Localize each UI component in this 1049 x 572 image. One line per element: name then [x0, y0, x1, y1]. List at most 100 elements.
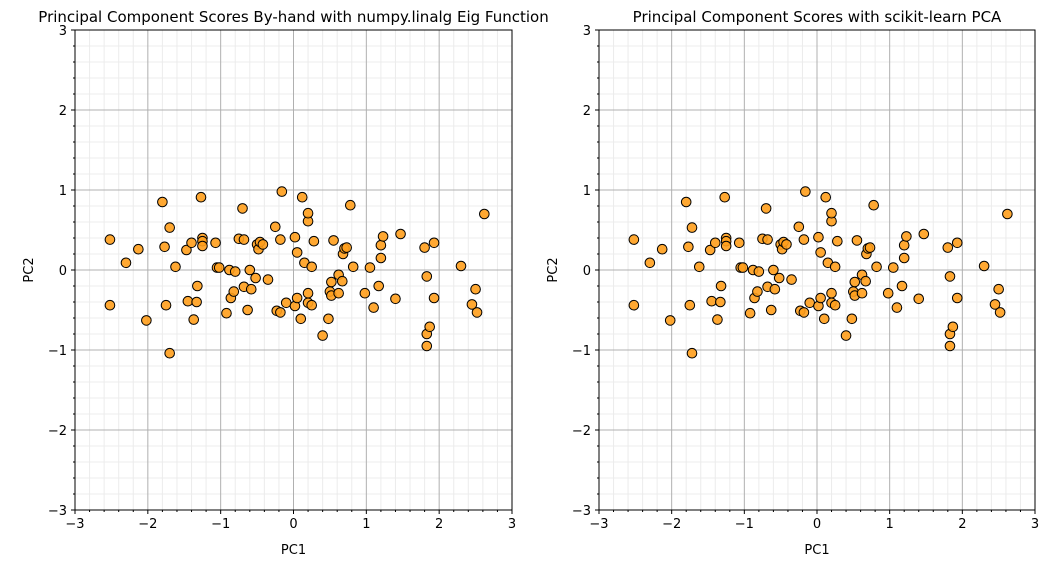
- data-point: [160, 299, 172, 311]
- data-point: [229, 266, 241, 277]
- data-point: [221, 307, 232, 319]
- data-point: [195, 191, 207, 203]
- data-point: [706, 295, 717, 307]
- data-point: [800, 186, 811, 197]
- y-tick-label: −2: [572, 424, 591, 439]
- data-point: [680, 196, 692, 208]
- y-tick-label: −3: [48, 504, 67, 519]
- data-point: [228, 286, 240, 297]
- x-tick-label: 1: [362, 517, 370, 532]
- data-point: [466, 299, 478, 310]
- data-point: [306, 261, 318, 273]
- data-point: [944, 340, 956, 352]
- x-tick-label: −3: [65, 517, 84, 532]
- data-point: [336, 275, 348, 287]
- data-point: [245, 283, 257, 295]
- data-point: [359, 287, 371, 299]
- data-point: [898, 252, 910, 264]
- data-point: [238, 234, 250, 245]
- data-point: [768, 264, 779, 276]
- data-point: [421, 340, 433, 352]
- data-point: [781, 239, 792, 250]
- data-point: [262, 274, 274, 285]
- data-point: [188, 314, 200, 325]
- data-point: [719, 191, 731, 203]
- data-point: [832, 235, 843, 247]
- data-point: [250, 272, 261, 284]
- data-point: [826, 207, 837, 219]
- y-tick-label: 2: [583, 104, 591, 119]
- data-point: [421, 271, 433, 282]
- data-point: [341, 242, 352, 253]
- data-point: [733, 237, 745, 249]
- data-point: [291, 247, 303, 258]
- data-point: [242, 304, 253, 316]
- x-tick-label: −2: [662, 517, 681, 532]
- x-tick-label: 0: [289, 517, 297, 532]
- data-point: [186, 237, 197, 249]
- data-point: [993, 283, 1004, 295]
- x-tick-label: 1: [886, 517, 894, 532]
- data-point: [686, 222, 698, 233]
- data-point: [693, 261, 705, 273]
- y-tick-label: 0: [583, 264, 591, 279]
- data-point: [765, 304, 777, 316]
- data-point: [368, 302, 379, 313]
- data-point: [644, 257, 656, 269]
- data-point: [275, 307, 286, 318]
- data-point: [333, 287, 344, 299]
- data-point: [428, 292, 440, 304]
- data-point: [237, 203, 248, 214]
- data-point: [715, 296, 726, 308]
- data-point: [786, 274, 797, 285]
- data-point: [849, 276, 861, 288]
- data-point: [375, 252, 387, 264]
- data-point: [752, 286, 763, 297]
- data-point: [704, 244, 716, 256]
- y-tick-label: −1: [48, 344, 67, 359]
- data-point: [882, 287, 894, 299]
- data-point: [989, 299, 1001, 310]
- data-point: [133, 243, 144, 255]
- data-point: [891, 302, 903, 313]
- data-point: [276, 186, 288, 197]
- data-point: [141, 315, 152, 326]
- data-point: [951, 237, 963, 249]
- x-axis-label: PC1: [281, 543, 306, 558]
- data-point: [864, 242, 876, 253]
- data-point: [120, 257, 132, 269]
- data-point: [375, 239, 387, 251]
- y-axis-label: PC2: [22, 257, 37, 282]
- data-point: [815, 247, 826, 258]
- data-point: [390, 293, 401, 305]
- data-point: [913, 293, 925, 305]
- data-point: [455, 260, 467, 272]
- x-tick-label: −2: [138, 517, 157, 532]
- data-point: [712, 314, 723, 325]
- y-tick-label: 0: [59, 264, 67, 279]
- x-tick-label: 0: [813, 517, 821, 532]
- data-point: [197, 240, 208, 252]
- data-point: [951, 292, 963, 304]
- data-point: [918, 228, 930, 240]
- data-point: [1002, 208, 1013, 220]
- data-point: [851, 235, 863, 246]
- data-point: [804, 297, 816, 309]
- data-point: [345, 199, 356, 211]
- data-point: [302, 207, 314, 219]
- data-point: [373, 280, 385, 292]
- data-point: [898, 239, 910, 251]
- data-point: [424, 321, 435, 333]
- y-tick-label: 2: [59, 104, 67, 119]
- data-point: [860, 275, 871, 287]
- data-point: [944, 271, 956, 282]
- data-point: [871, 261, 882, 273]
- y-axis-label: PC2: [546, 257, 561, 282]
- y-tick-label: 3: [59, 24, 67, 39]
- y-tick-label: −3: [572, 504, 591, 519]
- data-point: [683, 241, 694, 253]
- data-point: [684, 299, 696, 311]
- data-point: [244, 264, 256, 276]
- chart-title: Principal Component Scores By-hand with …: [38, 8, 548, 26]
